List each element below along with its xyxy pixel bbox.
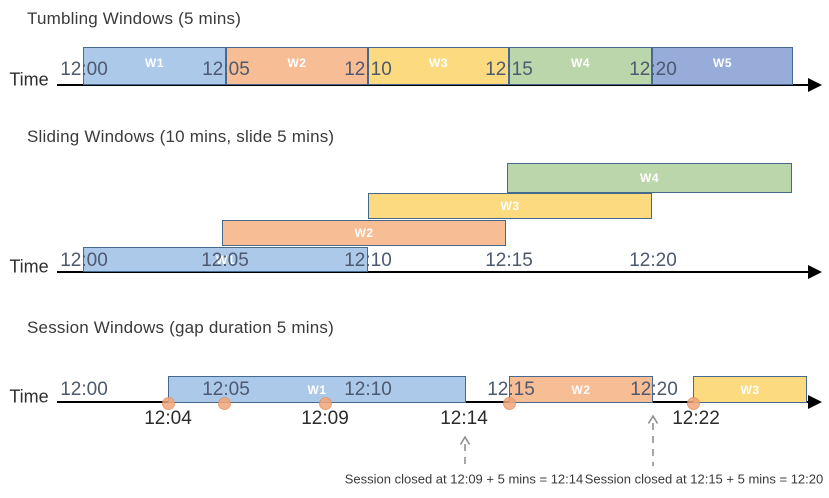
session-windows-tick-label: 12:10 (344, 379, 392, 400)
sliding-windows-window-w3 (368, 193, 652, 219)
sliding-windows-window-label-w4: W4 (640, 171, 659, 185)
session-windows-event-dot (161, 396, 175, 410)
tumbling-windows-timeline-arrowhead (808, 78, 822, 92)
session-windows-annotation-text: Session closed at 12:09 + 5 mins = 12:14 (344, 471, 584, 487)
tumbling-windows-window-w4 (509, 47, 652, 85)
tumbling-windows-timeline (57, 84, 808, 86)
tumbling-windows-window-label-w3: W3 (429, 56, 448, 70)
tumbling-windows-time-axis-label: Time (9, 69, 49, 90)
session-windows-annotation-text: Session closed at 12:15 + 5 mins = 12:20 (584, 471, 824, 487)
sliding-windows-time-axis-label: Time (9, 256, 49, 277)
session-windows-event-label: 12:04 (144, 408, 192, 429)
session-windows-tick-label: 12:20 (630, 379, 678, 400)
sliding-windows-title: Sliding Windows (10 mins, slide 5 mins) (27, 127, 335, 146)
session-windows-window-label-w1: W1 (307, 382, 327, 397)
tumbling-windows-window-label-w2: W2 (287, 56, 307, 70)
session-windows-tick-label: 12:00 (60, 379, 108, 400)
sliding-windows-window-label-w1: W1 (216, 252, 235, 267)
sliding-windows-tick-label: 12:15 (485, 250, 533, 271)
session-windows-time-axis-label: Time (9, 386, 49, 407)
tumbling-windows-window-w5 (652, 47, 793, 85)
session-windows-title: Session Windows (gap duration 5 mins) (27, 318, 334, 337)
session-windows-event-dot (217, 396, 231, 410)
session-windows-event-label: 12:09 (301, 408, 349, 429)
session-windows-window-label-w3: W3 (740, 382, 760, 397)
tumbling-windows-title: Tumbling Windows (5 mins) (27, 9, 242, 28)
sliding-windows-window-label-w2: W2 (354, 226, 374, 240)
tumbling-windows-tick-label: 12:10 (344, 59, 392, 80)
session-windows-event-dot (318, 396, 332, 410)
sliding-windows-tick-label: 12:00 (60, 250, 108, 271)
session-windows-event-dot (502, 396, 516, 410)
tumbling-windows-window-w1 (83, 47, 226, 85)
tumbling-windows-window-label-w1: W1 (145, 56, 164, 70)
sliding-windows-tick-label: 12:20 (629, 250, 677, 271)
session-windows-window-w1 (168, 376, 466, 403)
session-windows-timeline-arrowhead (808, 395, 822, 409)
session-windows-window-label-w2: W2 (571, 382, 591, 397)
sliding-windows-timeline-arrowhead (808, 265, 822, 279)
sliding-windows-timeline (57, 271, 808, 273)
tumbling-windows-window-w3 (368, 47, 509, 85)
session-windows-event-label: 12:22 (672, 408, 720, 429)
tumbling-windows-window-label-w4: W4 (571, 56, 590, 70)
tumbling-windows-tick-label: 12:00 (60, 59, 108, 80)
session-windows-tick-label: 12:05 (202, 379, 250, 400)
session-windows-event-dot (686, 396, 700, 410)
sliding-windows-window-w2 (222, 220, 506, 246)
tumbling-windows-window-w2 (226, 47, 368, 85)
tumbling-windows-tick-label: 12:15 (485, 59, 533, 80)
session-windows-annotation-arrow-icon (647, 414, 659, 466)
tumbling-windows-window-label-w5: W5 (713, 56, 732, 70)
tumbling-windows-tick-label: 12:05 (202, 59, 250, 80)
session-windows-window-w3 (693, 376, 807, 403)
sliding-windows-window-w1 (83, 247, 368, 272)
sliding-windows-tick-label: 12:05 (201, 250, 249, 271)
session-windows-window-w2 (509, 376, 653, 403)
sliding-windows-window-w4 (507, 163, 792, 193)
session-windows-tick-label: 12:15 (487, 379, 535, 400)
sliding-windows-tick-label: 12:10 (344, 250, 392, 271)
tumbling-windows-tick-label: 12:20 (629, 59, 677, 80)
session-windows-event-label: 12:14 (440, 408, 488, 429)
session-windows-annotation-arrow-icon (459, 435, 471, 466)
sliding-windows-window-label-w3: W3 (500, 199, 520, 213)
